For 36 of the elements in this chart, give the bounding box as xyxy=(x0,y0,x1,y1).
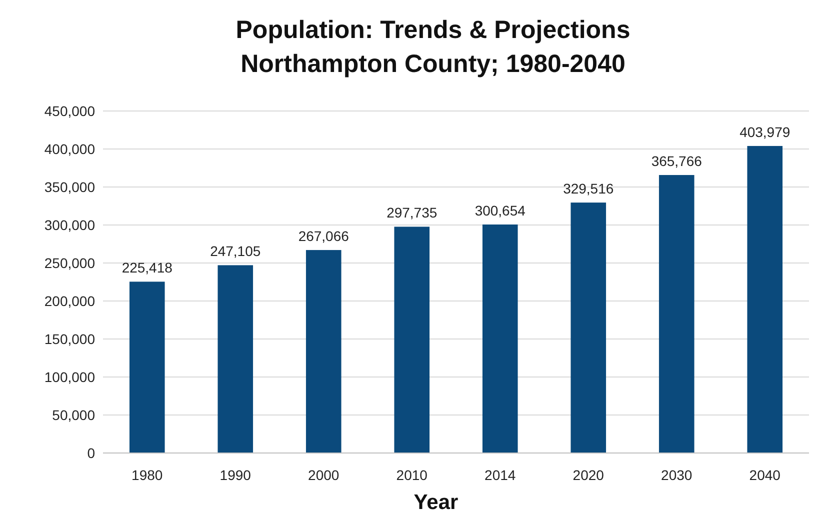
bar xyxy=(482,224,518,453)
bar xyxy=(129,282,165,453)
data-label: 365,766 xyxy=(651,153,702,170)
y-tick-label: 100,000 xyxy=(44,368,96,385)
y-tick-label: 400,000 xyxy=(44,140,96,157)
y-tick-label: 250,000 xyxy=(44,254,96,271)
x-tick-label: 2020 xyxy=(572,467,604,483)
y-tick-label: 150,000 xyxy=(44,330,96,347)
data-label: 225,418 xyxy=(122,260,173,276)
x-axis-title: Year xyxy=(414,491,458,514)
bar xyxy=(218,265,254,453)
chart-title: Population: Trends & Projections Northampton County; 1980-2040 xyxy=(236,16,630,78)
data-label: 329,516 xyxy=(563,180,614,197)
bar xyxy=(747,146,783,453)
y-tick-label: 200,000 xyxy=(44,292,96,309)
x-tick-label: 2014 xyxy=(484,467,516,483)
x-tick-label: 2000 xyxy=(308,467,340,483)
y-tick-label: 300,000 xyxy=(44,216,96,233)
data-label: 300,654 xyxy=(474,202,526,219)
y-tick-label: 0 xyxy=(87,444,96,461)
x-tick-label: 2030 xyxy=(661,467,692,483)
x-tick-label: 2010 xyxy=(396,467,428,483)
x-tick-label: 1980 xyxy=(132,467,163,483)
bar xyxy=(394,226,430,453)
y-tick-label: 350,000 xyxy=(44,178,96,195)
data-label: 247,105 xyxy=(210,243,261,260)
bar xyxy=(306,250,342,453)
bar xyxy=(658,175,694,453)
data-label: 403,979 xyxy=(740,124,790,140)
y-tick-label: 50,000 xyxy=(52,406,96,423)
data-label: 297,735 xyxy=(386,204,438,221)
x-tick-label: 2040 xyxy=(749,467,781,483)
bar xyxy=(570,202,606,453)
data-label: 267,066 xyxy=(298,228,350,244)
y-tick-label: 450,000 xyxy=(44,102,96,119)
x-tick-label: 1990 xyxy=(220,467,252,483)
